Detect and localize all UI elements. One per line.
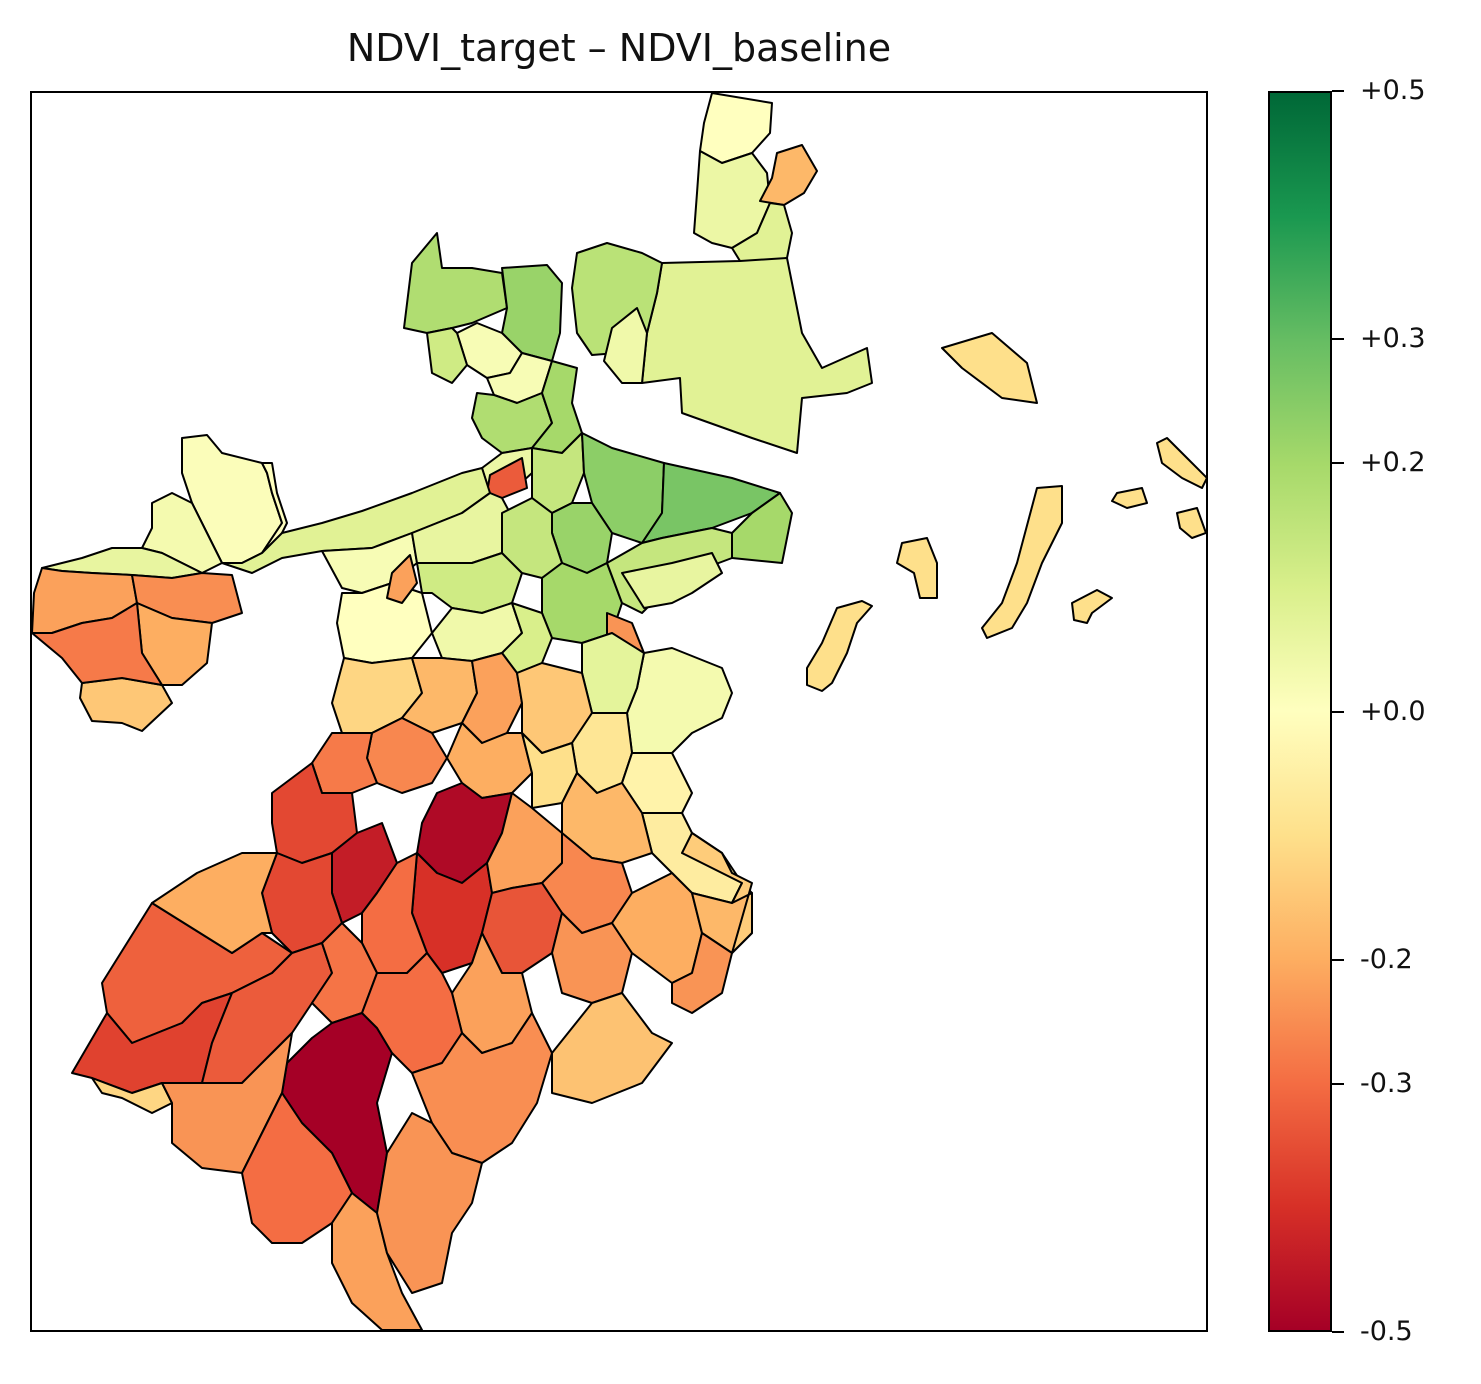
- region-island-1: [941, 332, 1038, 404]
- colorbar-tick-mark: [1332, 958, 1344, 961]
- region-north-1: [699, 93, 773, 164]
- region-north-small-2: [603, 307, 648, 384]
- region-island-4: [1176, 507, 1206, 539]
- region-west-corridor: [221, 467, 491, 574]
- choropleth-map: [32, 93, 1206, 1330]
- region-north-east-large: [641, 257, 873, 454]
- region-north-small-3: [426, 327, 468, 384]
- colorbar-tick-mark: [1332, 338, 1344, 341]
- region-mid-11: [561, 772, 653, 864]
- colorbar: [1268, 91, 1332, 1332]
- region-sw-3: [151, 852, 278, 954]
- colorbar-tick-label: +0.2: [1360, 447, 1426, 479]
- colorbar-tick-label: -0.2: [1360, 943, 1413, 975]
- region-island-7: [1071, 589, 1113, 624]
- region-mid-7: [446, 722, 533, 799]
- region-island-3: [1111, 487, 1148, 509]
- region-sw-12: [331, 1192, 423, 1330]
- region-central-12: [621, 552, 723, 609]
- region-south-10: [671, 932, 733, 1014]
- colorbar-tick-label: +0.0: [1360, 695, 1426, 727]
- region-mid-12: [311, 732, 378, 794]
- colorbar-tick-mark: [1332, 90, 1344, 92]
- region-south-9: [681, 832, 753, 954]
- region-island-5: [981, 485, 1063, 639]
- region-island-6: [896, 537, 938, 599]
- region-central-2: [336, 582, 433, 664]
- colorbar-tick-label: -0.5: [1360, 1316, 1413, 1347]
- colorbar-tick-mark: [1332, 462, 1344, 465]
- region-west-orange-5: [32, 602, 163, 686]
- region-se-2: [551, 992, 673, 1104]
- region-north-island-tip: [759, 144, 818, 206]
- region-layer: [32, 93, 1206, 1330]
- colorbar-tick-mark: [1332, 1331, 1344, 1333]
- region-west-orange-3: [79, 677, 173, 732]
- colorbar-tick-mark: [1332, 1082, 1344, 1085]
- region-north-center-1: [403, 232, 508, 334]
- colorbar-tick-mark: [1332, 710, 1344, 713]
- colorbar-tick-label: +0.3: [1360, 323, 1426, 355]
- map-axes: [30, 91, 1208, 1332]
- map-title: NDVI_target – NDVI_baseline: [346, 26, 892, 70]
- region-island-2: [1156, 437, 1206, 489]
- region-sw-4: [91, 1077, 173, 1114]
- colorbar-tick-label: -0.3: [1360, 1067, 1413, 1099]
- region-island-8: [806, 600, 873, 692]
- region-se-1: [376, 1112, 483, 1294]
- colorbar-tick-label: +0.5: [1360, 75, 1426, 106]
- region-central-5: [386, 554, 418, 604]
